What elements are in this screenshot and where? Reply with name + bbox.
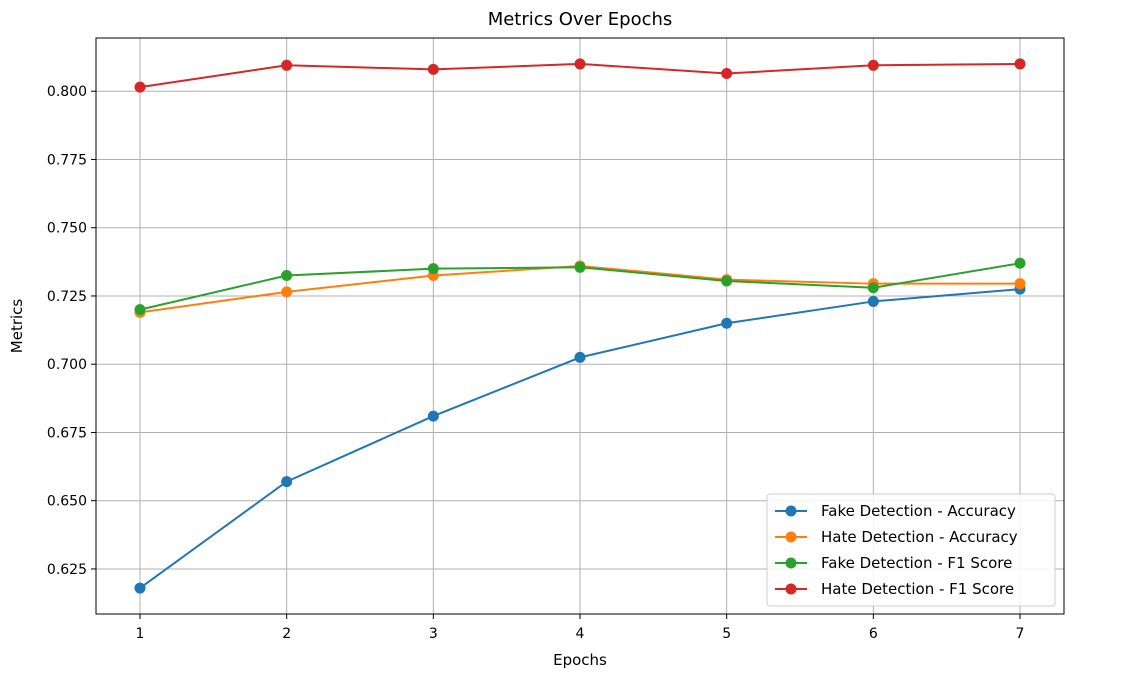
data-point [1014,58,1026,70]
x-tick-label: 2 [282,626,291,642]
y-tick-label: 0.700 [47,357,87,373]
data-point [281,476,293,488]
legend-item: Hate Detection - Accuracy [775,528,1018,546]
legend-item: Hate Detection - F1 Score [775,580,1014,598]
data-point [427,410,439,422]
legend: Fake Detection - Accuracy Hate Detection … [766,493,1056,607]
series-4 [134,58,1026,93]
y-tick-label: 0.650 [47,494,87,510]
data-point [721,317,733,329]
data-point [427,263,439,275]
legend-marker [785,531,797,543]
data-point [574,58,586,70]
x-axis-label: Epochs [553,651,607,669]
legend-item: Fake Detection - F1 Score [775,554,1012,572]
axis-layer: 1 2 3 4 5 6 7 0.625 0.650 0.675 0.700 0.725 0.750 0.7… [47,84,1025,642]
data-point [134,582,146,594]
y-tick-label: 0.725 [47,289,87,305]
data-point [574,261,586,273]
data-point [1014,257,1026,269]
data-point [1014,278,1026,290]
chart-title: Metrics Over Epochs [488,9,673,30]
series-layer [134,58,1026,594]
x-tick-label: 3 [429,626,438,642]
data-point [574,351,586,363]
series-3 [134,257,1026,316]
data-point [281,286,293,298]
legend-marker [785,505,797,517]
data-point [721,275,733,287]
legend-label: Fake Detection - Accuracy [821,502,1016,520]
data-point [427,63,439,75]
legend-label: Fake Detection - F1 Score [821,554,1012,572]
legend-marker [785,557,797,569]
x-tick-label: 1 [136,626,145,642]
data-point [867,295,879,307]
data-point [281,59,293,71]
legend-marker [785,583,797,595]
x-tick-label: 4 [576,626,585,642]
data-point [281,269,293,281]
data-point [721,67,733,79]
y-tick-label: 0.800 [47,84,87,100]
x-tick-label: 7 [1016,626,1025,642]
y-axis-label: Metrics [8,299,26,354]
x-tick-label: 5 [722,626,731,642]
series-1 [134,283,1026,594]
y-tick-label: 0.675 [47,425,87,441]
data-point [867,59,879,71]
legend-label: Hate Detection - Accuracy [821,528,1018,546]
x-tick-label: 6 [869,626,878,642]
legend-item: Fake Detection - Accuracy [775,502,1016,520]
y-tick-label: 0.625 [47,562,87,578]
data-point [134,81,146,93]
y-tick-label: 0.750 [47,221,87,237]
data-point [134,304,146,316]
legend-box [766,493,1056,607]
data-point [867,282,879,294]
legend-label: Hate Detection - F1 Score [821,580,1014,598]
y-tick-label: 0.775 [47,152,87,168]
